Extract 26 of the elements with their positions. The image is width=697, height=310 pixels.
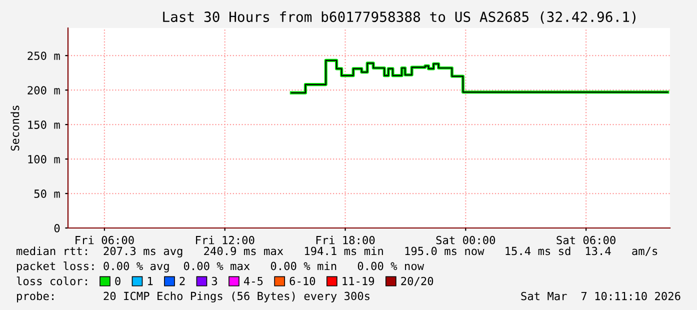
x-tick-label: Fri 06:00: [76, 236, 134, 244]
legend-label: 11-19: [342, 276, 374, 286]
text: median rtt: 207.3 ms avg 240.9 ms max 194.1 ms min 195.0 ms now 15.4 ms sd 13.4 am/s: [16, 246, 658, 258]
legend-label: 6-10: [290, 276, 316, 286]
text: probe: 20 ICMP Echo Pings (56 Bytes) every 300s: [17, 292, 370, 302]
x-tick-label: Fri 18:00: [316, 236, 375, 244]
text: packet loss: 0.00 % avg 0.00 % max 0.00 % min 0.00 % now: [17, 262, 424, 272]
legend-label: 3: [212, 276, 218, 286]
y-tick-label: 100 m: [28, 155, 60, 164]
legend-label: 2: [180, 276, 185, 286]
legend-label: 20/20: [401, 276, 434, 286]
y-axis-title: Seconds: [10, 106, 20, 151]
text: Sat Mar 7 10:11:10 2026: [521, 292, 680, 300]
x-tick-label: Fri 12:00: [196, 236, 254, 244]
legend-label: 0: [115, 276, 120, 286]
y-tick-label: 50 m: [34, 190, 60, 198]
y-tick-label: 200 m: [28, 86, 60, 94]
x-tick-label: Sat 00:00: [436, 236, 496, 244]
legend-label: 1: [148, 276, 153, 286]
text: loss color:: [16, 276, 87, 286]
legend-label: 4-5: [244, 276, 263, 286]
y-tick-label: 150 m: [28, 120, 60, 129]
chart-title: Last 30 Hours from b60177958388 to US AS2685 (32.42.96.1): [163, 11, 636, 24]
x-tick-label: Sat 06:00: [556, 236, 616, 244]
y-tick-label: 250 m: [28, 52, 60, 60]
y-tick-label: 0: [54, 224, 60, 232]
